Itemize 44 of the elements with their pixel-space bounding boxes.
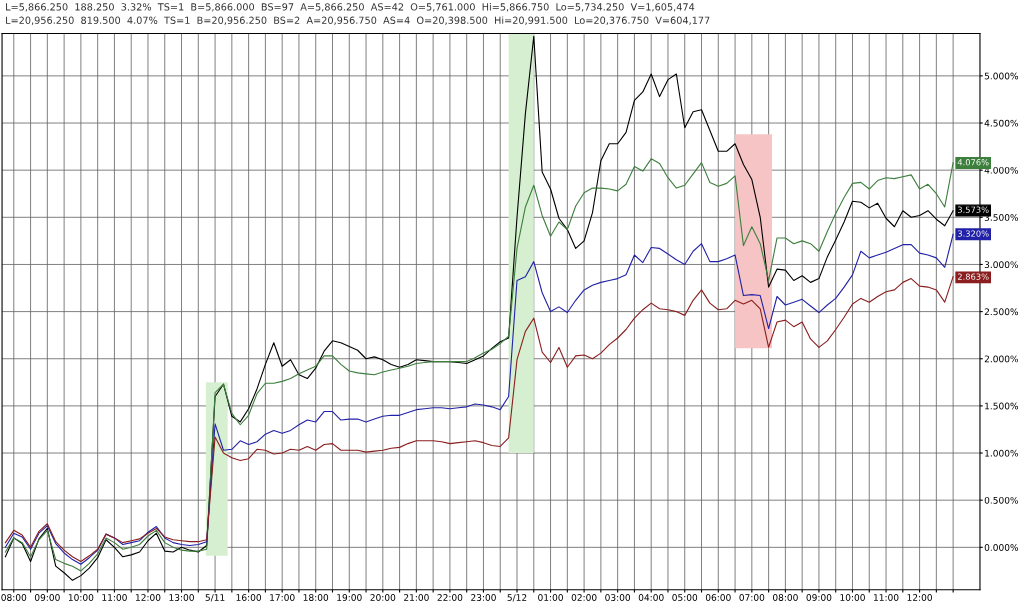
x-tick-label: 09:00: [34, 594, 60, 601]
x-tick-label: 13:00: [169, 594, 194, 601]
x-tick-label: 10:00: [840, 594, 865, 601]
y-tick-label: 0.000%: [984, 544, 1019, 551]
x-tick-label: 10:00: [68, 594, 94, 601]
x-tick-label: 21:00: [404, 594, 429, 601]
x-tick-label: 5/12: [507, 594, 527, 602]
annotation: 3.320%: [957, 230, 989, 237]
x-tick-label: 5/11: [205, 594, 225, 602]
x-tick-label: 05:00: [672, 594, 698, 601]
x-tick-label: 18:00: [303, 594, 329, 601]
y-tick-label: 1.500%: [985, 402, 1019, 410]
x-tick-label: 07:00: [739, 594, 765, 601]
x-tick-label: 11:00: [102, 594, 127, 601]
x-tick-label: 12:00: [135, 594, 161, 601]
x-tick-label: 04:00: [638, 594, 664, 601]
x-tick-label: 20:00: [370, 594, 396, 601]
y-tick-label: 4.000%: [984, 166, 1019, 174]
x-tick-label: 11:00: [874, 594, 899, 601]
y-tick-label: 3.000%: [984, 261, 1019, 269]
y-tick-label: 5.000%: [984, 72, 1019, 80]
x-tick-label: 03:00: [605, 594, 631, 601]
annotation: 2.863%: [957, 273, 989, 280]
x-tick-label: 01:00: [538, 594, 563, 601]
x-tick-label: 22:00: [437, 594, 463, 601]
x-tick-label: 23:00: [471, 594, 496, 601]
annotation: 4.076%: [957, 159, 989, 166]
y-tick-label: 0.500%: [984, 496, 1019, 504]
x-tick-label: 08:00: [1, 594, 27, 601]
x-tick-label: 02:00: [571, 594, 597, 601]
text: L=5,866.250 188.250 3.32% TS=1 B=5,866.000 BS=97 A=5,866.250 AS=42 O=5,761.000 Hi=5,866.750 Lo=5,734.250 V=1,605,474: [6, 3, 695, 12]
y-tick-label: 1.000%: [985, 449, 1019, 457]
y-tick-label: 2.000%: [984, 355, 1019, 363]
annotation: 3.573%: [957, 206, 989, 213]
x-tick-label: 19:00: [337, 594, 362, 601]
x-tick-label: 16:00: [236, 594, 262, 601]
x-tick-label: 17:00: [270, 594, 295, 601]
x-tick-label: 09:00: [806, 594, 832, 601]
x-tick-label: 06:00: [705, 594, 731, 601]
x-tick-label: 08:00: [772, 594, 798, 601]
text: L=20,956.250 819.500 4.07% TS=1 B=20,956.250 BS=2 A=20,956.750 AS=4 O=20,398.500 Hi=20,991.500 Lo=20,376.750 V=604,177: [6, 16, 710, 25]
y-tick-label: 2.500%: [984, 308, 1019, 316]
y-tick-label: 4.500%: [984, 119, 1019, 127]
x-tick-label: 12:00: [907, 594, 932, 601]
